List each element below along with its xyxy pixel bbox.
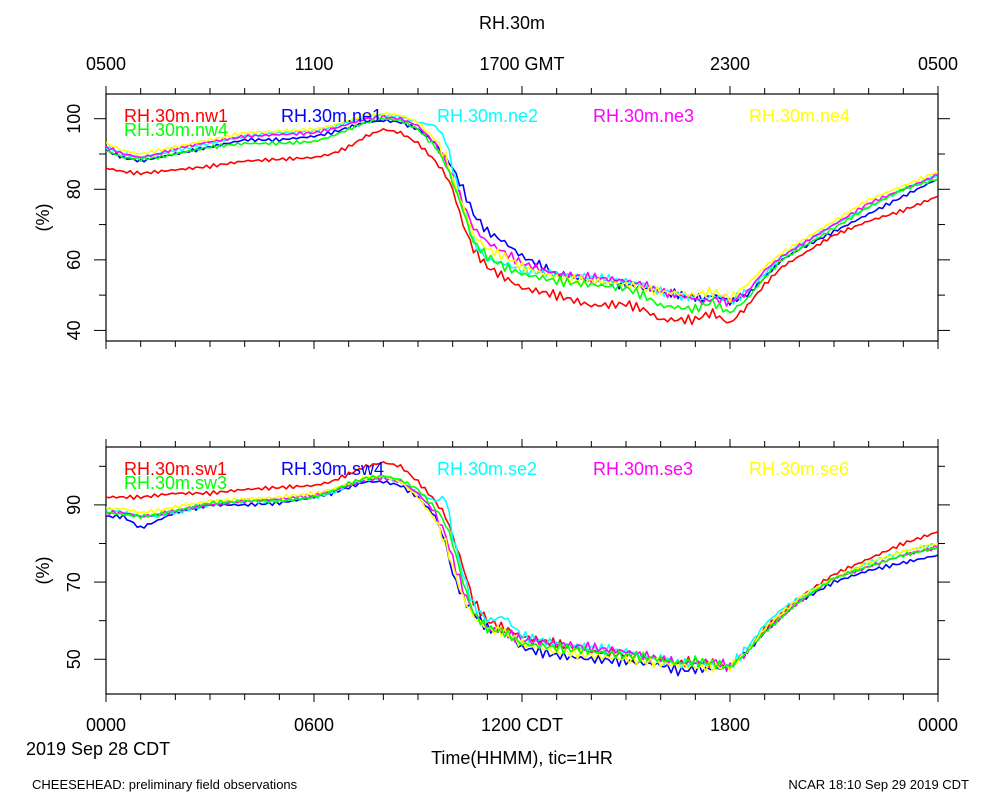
- footer-right: NCAR 18:10 Sep 29 2019 CDT: [788, 777, 969, 792]
- gmt-tick-label: 0500: [86, 54, 126, 74]
- gmt-tick-label: 1100: [295, 54, 334, 74]
- date-label: 2019 Sep 28 CDT: [26, 739, 170, 759]
- cdt-tick-label: 1800: [710, 715, 750, 735]
- x-axis-label: Time(HHMM), tic=1HR: [431, 748, 613, 768]
- footer-left: CHEESEHEAD: preliminary field observatio…: [32, 777, 298, 792]
- series-line-rh-30m-ne4: [106, 111, 938, 304]
- legend-entry: RH.30m.sw4: [281, 459, 384, 479]
- series-line-rh-30m-se6: [106, 474, 938, 673]
- series-line-rh-30m-ne1: [106, 118, 938, 306]
- cdt-tick-label: 1200 CDT: [481, 715, 563, 735]
- series-group: [106, 461, 938, 677]
- series-line-rh-30m-nw4: [106, 117, 938, 314]
- cdt-tick-label: 0000: [86, 715, 126, 735]
- series-line-rh-30m-ne3: [106, 114, 938, 307]
- legend-entry: RH.30m.nw1: [124, 106, 228, 126]
- legend-entry: RH.30m.ne1: [281, 106, 382, 126]
- legend-entry: RH.30m.sw1: [124, 459, 227, 479]
- y-tick-label: 70: [64, 572, 84, 592]
- bottom-panel: 50 70 90 (%) RH.30m.sw1 RH.30m.sw4 RH.30m.se2 R…: [33, 439, 950, 702]
- y-axis-label: (%): [33, 557, 53, 585]
- y-tick-label: 50: [64, 649, 84, 669]
- top-gmt-axis-labels: 0500 1100 1700 GMT 2300 0500: [86, 54, 958, 74]
- series-line-rh-30m-sw3: [106, 474, 938, 670]
- gmt-tick-label: 1700 GMT: [479, 54, 564, 74]
- gmt-tick-label: 2300: [710, 54, 750, 74]
- legend-entry: RH.30m.nw4: [124, 120, 228, 140]
- series-line-rh-30m-ne2: [106, 113, 938, 305]
- legend-entry: RH.30m.ne4: [749, 106, 850, 126]
- y-tick-label: 60: [64, 250, 84, 270]
- y-tick-label: 40: [64, 320, 84, 340]
- series-line-rh-30m-sw1: [106, 461, 938, 669]
- series-line-rh-30m-nw1: [106, 128, 938, 326]
- cdt-tick-label: 0600: [294, 715, 334, 735]
- legend-entry: RH.30m.ne3: [593, 106, 694, 126]
- bottom-cdt-axis-labels: 0000 0600 1200 CDT 1800 0000: [86, 715, 958, 735]
- y-tick-label: 100: [64, 104, 84, 134]
- chart-title: RH.30m: [479, 13, 545, 33]
- legend-entry: RH.30m.se2: [437, 459, 537, 479]
- cdt-tick-label: 0000: [918, 715, 958, 735]
- legend-entry: RH.30m.ne2: [437, 106, 538, 126]
- y-tick-label: 90: [64, 495, 84, 515]
- gmt-tick-label: 0500: [918, 54, 958, 74]
- series-line-rh-30m-sw4: [106, 480, 938, 677]
- y-tick-label: 80: [64, 179, 84, 199]
- plot-frame: [105, 446, 939, 695]
- legend-entry: RH.30m.sw3: [124, 473, 227, 493]
- y-axis-label: (%): [33, 204, 53, 232]
- series-line-rh-30m-se3: [106, 475, 938, 672]
- legend-entry: RH.30m.se3: [593, 459, 693, 479]
- series-group: [106, 111, 938, 326]
- legend-entry: RH.30m.se6: [749, 459, 849, 479]
- top-panel: 40 60 80 100 (%) RH.30m.nw1 RH.30m.ne1 RH.30m.n…: [33, 86, 950, 349]
- plot-frame: [105, 93, 939, 342]
